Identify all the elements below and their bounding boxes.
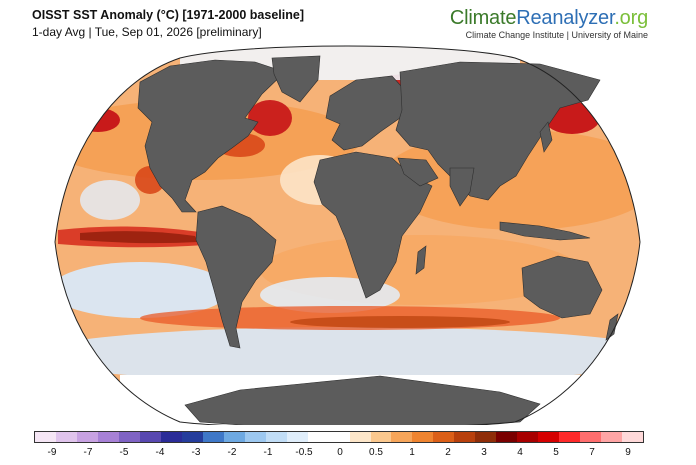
southern-ocean-cool <box>55 327 640 383</box>
colorbar-swatch <box>496 432 518 442</box>
asia <box>395 61 601 201</box>
greenland <box>271 55 321 103</box>
india <box>449 167 475 207</box>
colorbar-tick-label: -3 <box>191 447 201 458</box>
japan <box>539 121 553 153</box>
colorbar-tick-label: 3 <box>481 447 487 458</box>
colorbar-swatch <box>265 432 287 442</box>
southern-ocean-hot-streak <box>290 316 510 328</box>
north-pacific-hot-east <box>76 108 120 132</box>
colorbar-swatch <box>160 432 182 442</box>
colorbar-swatch <box>412 432 434 442</box>
colorbar-tick-label: 9 <box>625 447 631 458</box>
sst-anomaly-map <box>54 45 641 425</box>
colorbar-tick-label: -5 <box>119 447 129 458</box>
colorbar-swatch <box>181 432 203 442</box>
europe <box>325 75 411 151</box>
colorbar-swatch <box>370 432 392 442</box>
colorbar-swatch <box>307 432 329 442</box>
colorbar-tick-label: 7 <box>589 447 595 458</box>
colorbar-tick-label: -0.5 <box>295 447 313 458</box>
colorbar-swatch <box>601 432 623 442</box>
colorbar-tick-label: 4 <box>517 447 523 458</box>
globe-outline <box>54 45 641 425</box>
colorbar-swatch <box>35 432 56 442</box>
colorbar-tick-label: 2 <box>445 447 451 458</box>
indonesia <box>499 221 591 241</box>
colorbar-swatch <box>202 432 224 442</box>
arabia <box>397 157 439 187</box>
colorbar-tick-label: 0.5 <box>369 447 383 458</box>
colorbar-swatch <box>223 432 245 442</box>
colorbar-swatch <box>76 432 98 442</box>
colorbar-swatch <box>328 432 350 442</box>
colorbar-swatch <box>433 432 455 442</box>
colorbar-tick-label: -2 <box>227 447 237 458</box>
colorbar-tick-label: -4 <box>155 447 165 458</box>
brand-logo-part2: Reanalyzer <box>516 7 615 29</box>
colorbar-swatch <box>580 432 602 442</box>
brand-logo[interactable]: ClimateReanalyzer.org <box>450 7 648 30</box>
colorbar-tick-label: 0 <box>337 447 343 458</box>
colorbar-swatch <box>517 432 539 442</box>
antarctica <box>184 375 541 425</box>
land-layer <box>137 55 619 425</box>
new-zealand <box>605 313 619 341</box>
colorbar-swatch <box>118 432 140 442</box>
colorbar-swatch <box>475 432 497 442</box>
colorbar-tick-label: -9 <box>47 447 57 458</box>
colorbar-swatch <box>244 432 266 442</box>
colorbar-tick-label: -7 <box>83 447 93 458</box>
colorbar-swatch <box>286 432 308 442</box>
colorbar-swatch <box>349 432 371 442</box>
colorbar <box>34 431 644 443</box>
colorbar-swatch <box>622 432 644 442</box>
colorbar-tick-label: 1 <box>409 447 415 458</box>
brand-tagline: Climate Change Institute | University of… <box>465 30 648 40</box>
brand-logo-part3: .org <box>614 7 648 29</box>
colorbar-swatch <box>139 432 161 442</box>
colorbar-swatch <box>559 432 581 442</box>
madagascar <box>415 245 427 275</box>
colorbar-swatch <box>55 432 77 442</box>
equatorial-pacific-core <box>80 231 198 244</box>
colorbar-tick-label: -1 <box>263 447 273 458</box>
south-pacific-cool <box>55 262 230 318</box>
brand-logo-part1: Climate <box>449 7 517 29</box>
labrador-hot <box>248 100 292 136</box>
map-title: OISST SST Anomaly (°C) [1971-2000 baseli… <box>32 8 304 22</box>
colorbar-swatch <box>97 432 119 442</box>
eastern-pacific-cool <box>80 180 140 220</box>
colorbar-tick-label: 5 <box>553 447 559 458</box>
south-america <box>195 205 277 349</box>
australia <box>521 255 603 319</box>
map-subtitle: 1-day Avg | Tue, Sep 01, 2026 [prelimina… <box>32 25 262 39</box>
colorbar-swatch <box>391 432 413 442</box>
colorbar-swatch <box>538 432 560 442</box>
colorbar-swatch <box>454 432 476 442</box>
